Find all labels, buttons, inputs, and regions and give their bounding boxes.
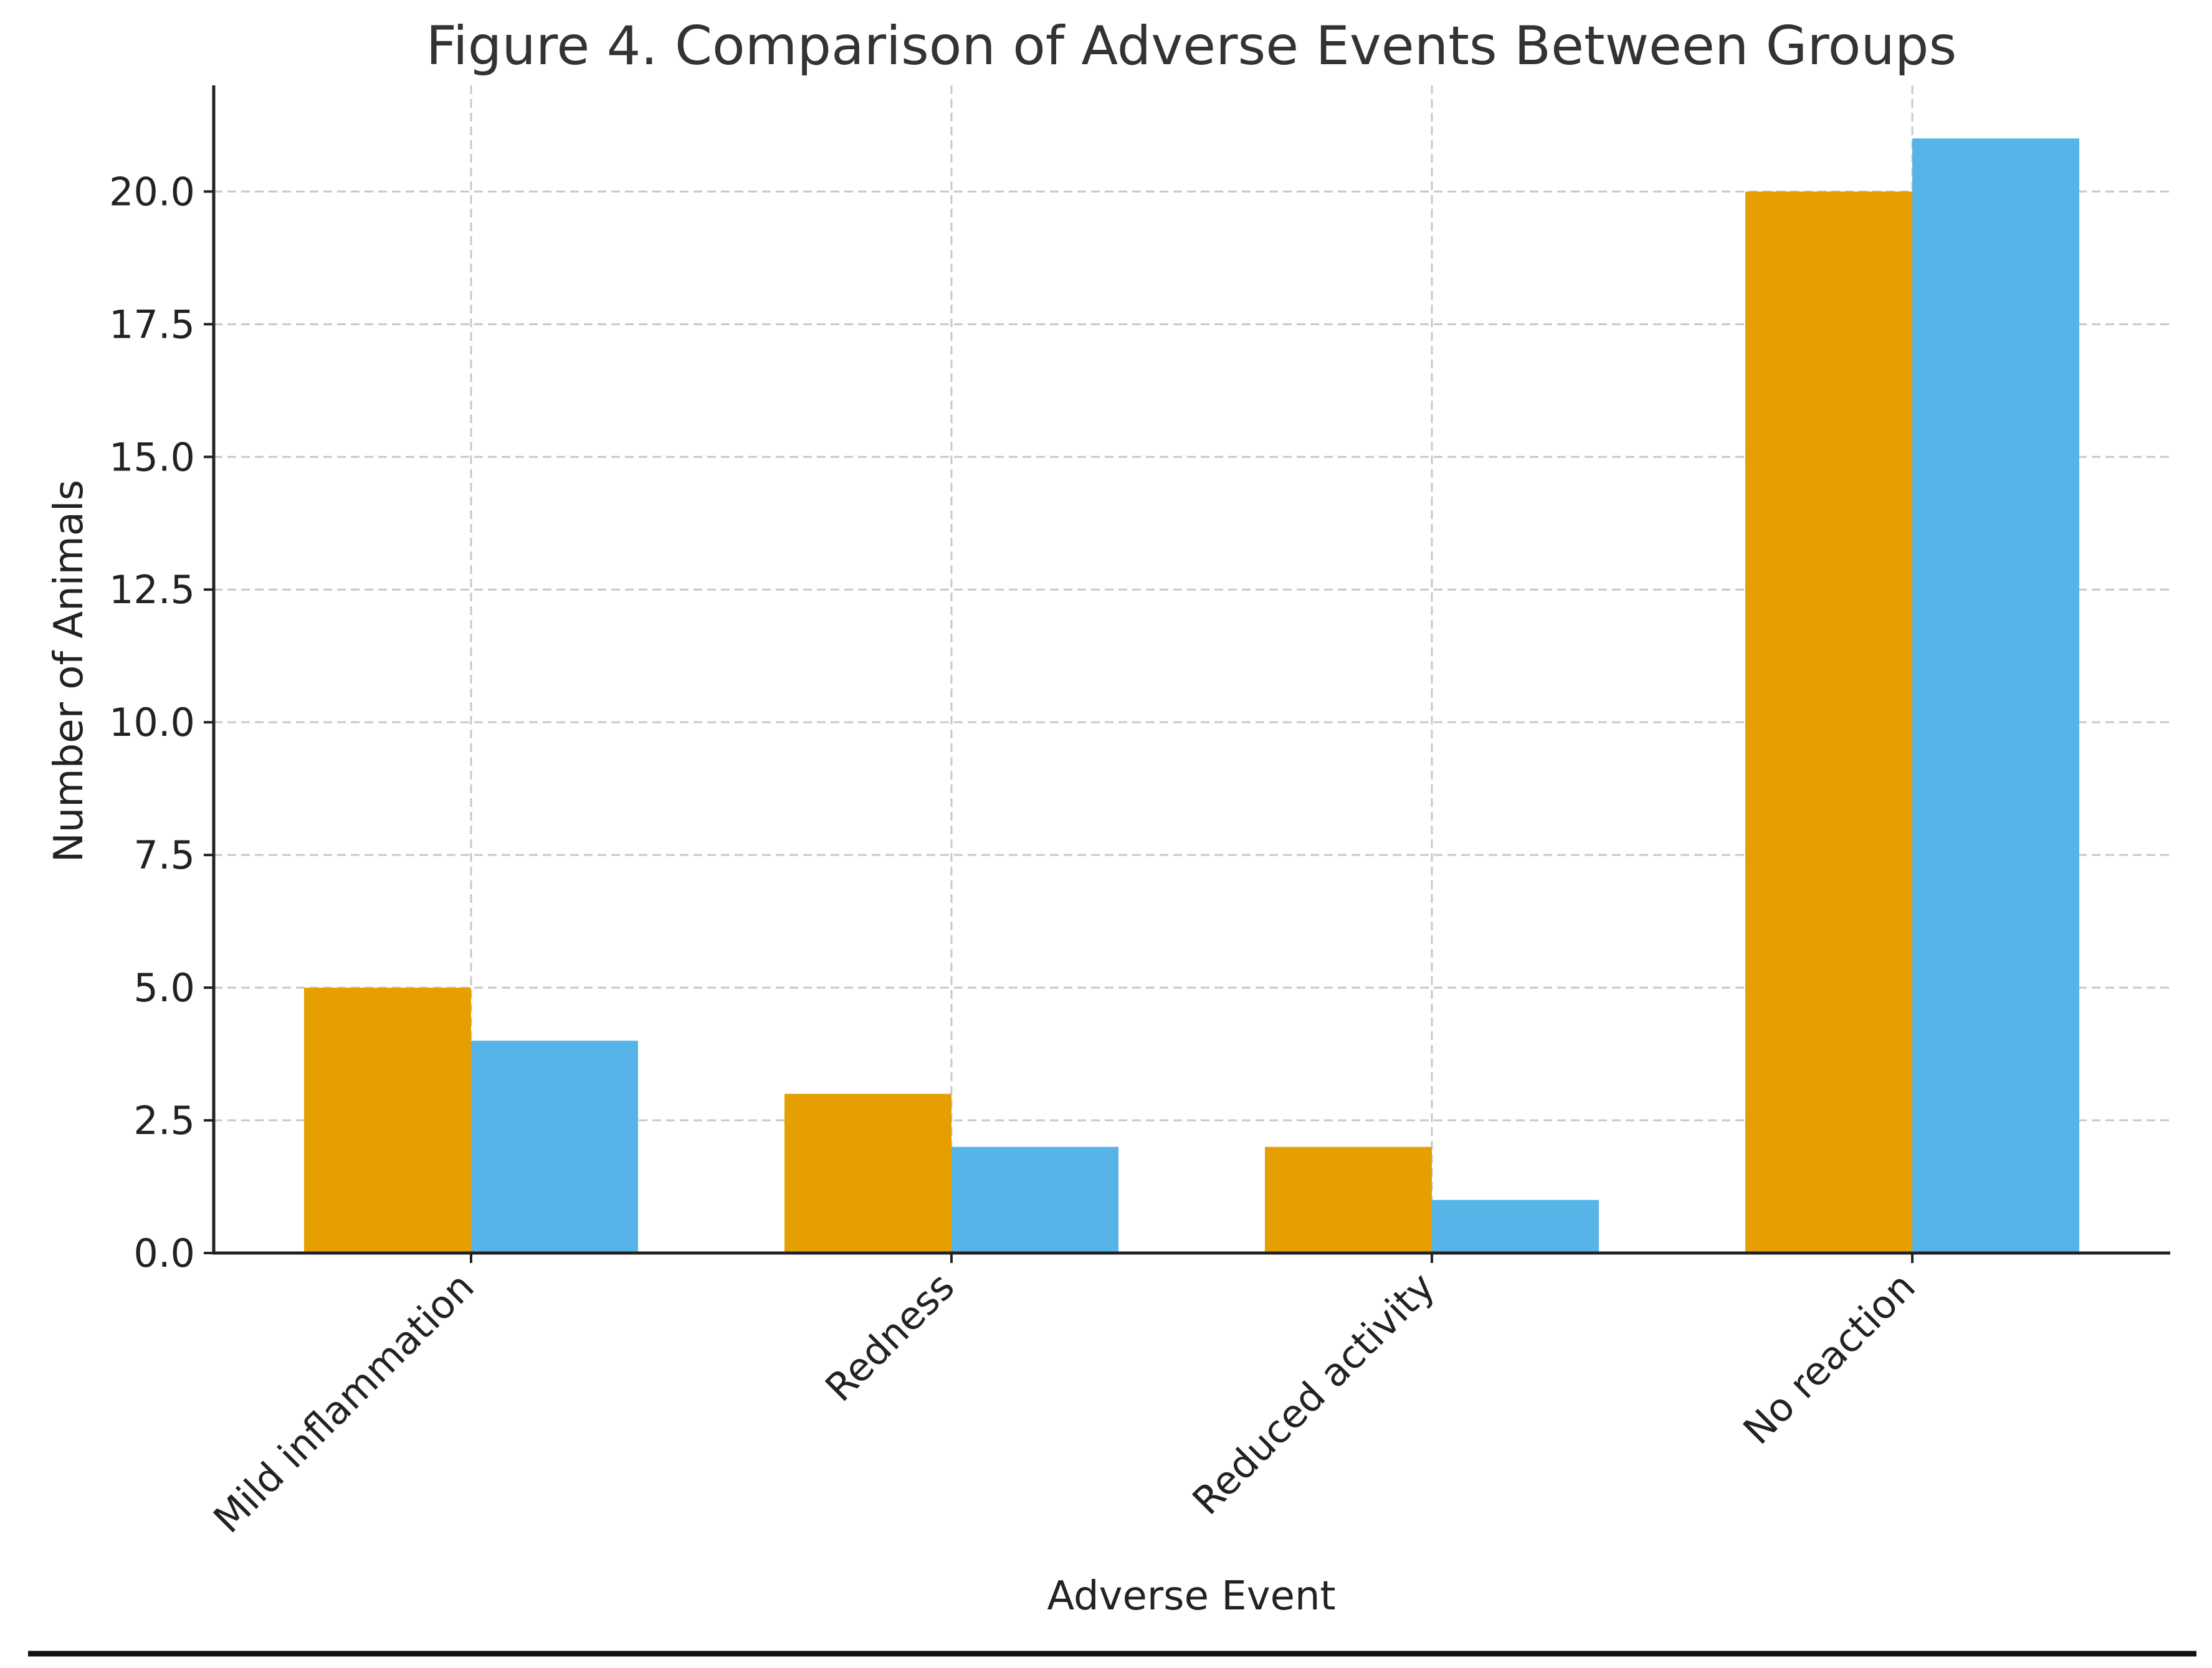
bar-series-1-category-1 — [304, 988, 471, 1253]
axis-layer — [212, 85, 2170, 1255]
y-tick-layer: 0.0 2.5 5.0 7.5 10.0 12.5 15.0 17.5 20.0 — [109, 169, 214, 1276]
y-tick-label-5: 12.5 — [109, 567, 195, 612]
bar-layer — [304, 138, 2079, 1253]
bar-series-2-category-2 — [951, 1146, 1118, 1253]
bar-series-1-category-4 — [1745, 191, 1912, 1253]
x-tick-label-2: Reduced activity — [1183, 1264, 1443, 1523]
y-tick-label-2: 5.0 — [133, 965, 195, 1011]
x-tick-label-3: No reaction — [1734, 1264, 1924, 1453]
y-tick-label-1: 2.5 — [133, 1098, 195, 1143]
y-tick-label-8: 20.0 — [109, 169, 195, 214]
bar-series-2-category-1 — [471, 1041, 638, 1253]
chart-title: Figure 4. Comparison of Adverse Events B… — [426, 15, 1957, 77]
y-tick-label-4: 10.0 — [109, 700, 195, 745]
bar-series-1-category-3 — [1265, 1146, 1432, 1253]
bar-series-2-category-4 — [1912, 138, 2079, 1253]
x-tick-layer: Mild inflammation Redness Reduced activity… — [204, 1253, 1924, 1542]
x-axis-title: Adverse Event — [1047, 1573, 1335, 1619]
x-tick-label-0: Mild inflammation — [204, 1264, 482, 1542]
y-tick-label-0: 0.0 — [133, 1231, 195, 1276]
bar-series-2-category-3 — [1432, 1199, 1599, 1253]
y-axis-title: Number of Animals — [46, 480, 92, 862]
y-tick-label-7: 17.5 — [109, 302, 195, 347]
bar-series-1-category-2 — [784, 1094, 951, 1253]
x-tick-label-1: Redness — [816, 1264, 963, 1410]
y-tick-label-3: 7.5 — [133, 832, 195, 878]
y-tick-label-6: 15.0 — [109, 434, 195, 480]
